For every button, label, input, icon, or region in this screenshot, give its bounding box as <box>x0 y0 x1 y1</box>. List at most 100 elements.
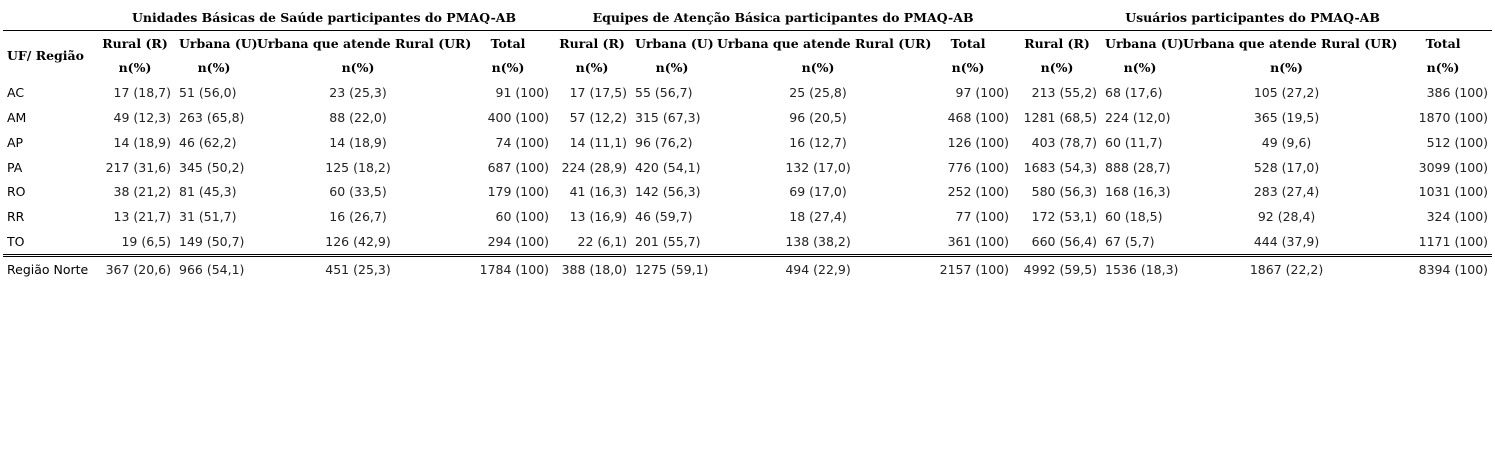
total-row: Região Norte 367 (20,6) 966 (54,1) 451 (25,… <box>3 255 1492 281</box>
eab-urbana-cell: 46 (59,7) <box>635 209 693 225</box>
eab-urbana-rural-cell: 16 (12,7) <box>789 134 847 150</box>
subcolumn-header-row: UF/ Região Rural (R) Urbana (U) Urbana q… <box>3 30 1492 63</box>
ubs-rural-cell: 38 (21,2) <box>113 184 171 200</box>
table-row: RR 13 (21,7) 31 (51,7) 16 (26,7) 60 (100) 13 … <box>3 204 1492 229</box>
eab-rural-cell: 224 (28,9) <box>561 159 628 175</box>
uf-cell: PA <box>7 159 23 175</box>
unit-header-row: n(%) n(%) n(%) n(%) n(%) n(%) n(%) n(%) … <box>3 56 1492 81</box>
ubs-total-cell: 60 (100) <box>495 209 550 225</box>
ubs-rural-cell: 14 (18,9) <box>113 134 171 150</box>
ubs-urbana-rural-cell: 14 (18,9) <box>329 134 387 150</box>
uf-cell: AM <box>7 110 27 126</box>
usu-urbana-rural-cell: 105 (27,2) <box>1253 85 1320 101</box>
eab-urbana-rural-cell: 25 (25,8) <box>789 85 847 101</box>
empty-corner <box>3 5 95 31</box>
eab-urbana-cell: 96 (76,2) <box>635 134 693 150</box>
uf-cell: RO <box>7 184 26 200</box>
usu-total-cell: 512 (100) <box>1426 134 1489 150</box>
ubs-urbana-rural-cell: 16 (26,7) <box>329 209 387 225</box>
usu-urbana-rural-cell: 528 (17,0) <box>1253 159 1320 175</box>
usu-rural-cell: 172 (53,1) <box>1031 209 1098 225</box>
eab-total-cell: 97 (100) <box>955 85 1010 101</box>
table-row: AM 49 (12,3) 263 (65,8) 88 (22,0) 400 (100) 5… <box>3 105 1492 130</box>
usu-urbana-rural-cell: 365 (19,5) <box>1253 110 1320 126</box>
ubs-urbana-cell: 81 (45,3) <box>179 184 237 200</box>
ubs-urbana-rural-cell: 451 (25,3) <box>325 261 391 277</box>
usu-urbana-rural-cell: 1867 (22,2) <box>1249 261 1324 277</box>
usu-rural-cell: 403 (78,7) <box>1031 134 1098 150</box>
col-header-urbana-rural: Urbana que atende Rural (UR) <box>717 35 932 51</box>
col-header-total: Total <box>1425 35 1461 51</box>
uf-region-header: UF/ Região <box>7 48 84 64</box>
usu-urbana-cell: 67 (5,7) <box>1101 229 1180 257</box>
eab-rural-cell: 13 (16,9) <box>569 209 628 225</box>
ubs-urbana-rural-cell: 23 (25,3) <box>329 85 387 101</box>
eab-rural-cell: 17 (17,5) <box>569 85 628 101</box>
uf-cell: AC <box>7 85 25 101</box>
uf-cell: TO <box>3 229 95 257</box>
eab-urbana-rural-cell: 96 (20,5) <box>789 110 847 126</box>
group-header-usuarios: Usuários participantes do PMAQ-AB <box>1013 5 1493 31</box>
ubs-urbana-cell: 149 (50,7) <box>175 229 253 257</box>
usu-rural-cell: 1683 (54,3) <box>1023 159 1098 175</box>
uf-cell: RR <box>7 209 25 225</box>
usu-total-cell: 324 (100) <box>1426 209 1489 225</box>
ubs-urbana-cell: 263 (65,8) <box>179 110 245 126</box>
ubs-total-cell: 400 (100) <box>487 110 550 126</box>
usu-total-cell: 3099 (100) <box>1418 159 1489 175</box>
unit-label: n(%) <box>655 60 689 76</box>
eab-total-cell: 361 (100) <box>923 229 1014 257</box>
group-header-eab: Equipes de Atenção Básica participantes … <box>553 5 1014 31</box>
ubs-rural-cell: 367 (20,6) <box>105 261 171 277</box>
unit-label: n(%) <box>575 60 609 76</box>
eab-total-cell: 776 (100) <box>947 159 1010 175</box>
col-header-urbana-rural: Urbana que atende Rural (UR) <box>1183 35 1398 51</box>
eab-total-cell: 252 (100) <box>947 184 1010 200</box>
ubs-urbana-rural-cell: 88 (22,0) <box>329 110 387 126</box>
usu-rural-cell: 4992 (59,5) <box>1023 261 1098 277</box>
col-header-rural: Rural (R) <box>1024 35 1090 51</box>
eab-urbana-rural-cell: 132 (17,0) <box>785 159 851 175</box>
ubs-urbana-cell: 345 (50,2) <box>179 159 245 175</box>
ubs-total-cell: 74 (100) <box>495 134 550 150</box>
ubs-total-cell: 91 (100) <box>495 85 550 101</box>
usu-urbana-rural-cell: 92 (28,4) <box>1257 209 1316 225</box>
eab-urbana-rural-cell: 494 (22,9) <box>785 261 851 277</box>
eab-total-cell: 77 (100) <box>955 209 1010 225</box>
unit-label: n(%) <box>491 60 525 76</box>
ubs-rural-cell: 17 (18,7) <box>113 85 171 101</box>
uf-cell: AP <box>7 134 24 150</box>
usu-urbana-cell: 60 (11,7) <box>1105 134 1163 150</box>
unit-label: n(%) <box>951 60 985 76</box>
usu-rural-cell: 580 (56,3) <box>1031 184 1098 200</box>
ubs-urbana-cell: 31 (51,7) <box>179 209 237 225</box>
usu-rural-cell: 660 (56,4) <box>1013 229 1102 257</box>
uf-cell: Região Norte <box>7 261 89 277</box>
col-header-rural: Rural (R) <box>559 35 625 51</box>
ubs-urbana-rural-cell: 125 (18,2) <box>325 159 391 175</box>
ubs-urbana-rural-cell: 60 (33,5) <box>329 184 387 200</box>
eab-urbana-rural-cell: 18 (27,4) <box>789 209 847 225</box>
table-body: AC 17 (18,7) 51 (56,0) 23 (25,3) 91 (100) 17 … <box>3 80 1493 281</box>
unit-label: n(%) <box>1040 60 1074 76</box>
eab-urbana-cell: 201 (55,7) <box>631 229 714 257</box>
ubs-total-cell: 179 (100) <box>487 184 550 200</box>
eab-total-cell: 2157 (100) <box>939 261 1010 277</box>
usu-rural-cell: 1281 (68,5) <box>1023 110 1098 126</box>
table-row: AP 14 (18,9) 46 (62,2) 14 (18,9) 74 (100) 14 … <box>3 130 1492 155</box>
ubs-total-cell: 1784 (100) <box>479 261 550 277</box>
eab-total-cell: 126 (100) <box>947 134 1010 150</box>
eab-urbana-cell: 1275 (59,1) <box>635 261 709 277</box>
usu-urbana-rural-cell: 49 (9,6) <box>1261 134 1312 150</box>
eab-rural-cell: 14 (11,1) <box>569 134 628 150</box>
eab-urbana-rural-cell: 138 (38,2) <box>713 229 924 257</box>
unit-label: n(%) <box>197 60 231 76</box>
ubs-rural-cell: 49 (12,3) <box>113 110 171 126</box>
usu-urbana-cell: 1536 (18,3) <box>1105 261 1179 277</box>
eab-rural-cell: 41 (16,3) <box>569 184 628 200</box>
ubs-urbana-rural-cell: 126 (42,9) <box>253 229 463 257</box>
eab-rural-cell: 388 (18,0) <box>561 261 628 277</box>
usu-rural-cell: 213 (55,2) <box>1031 85 1098 101</box>
ubs-urbana-cell: 966 (54,1) <box>179 261 245 277</box>
eab-urbana-cell: 420 (54,1) <box>635 159 701 175</box>
